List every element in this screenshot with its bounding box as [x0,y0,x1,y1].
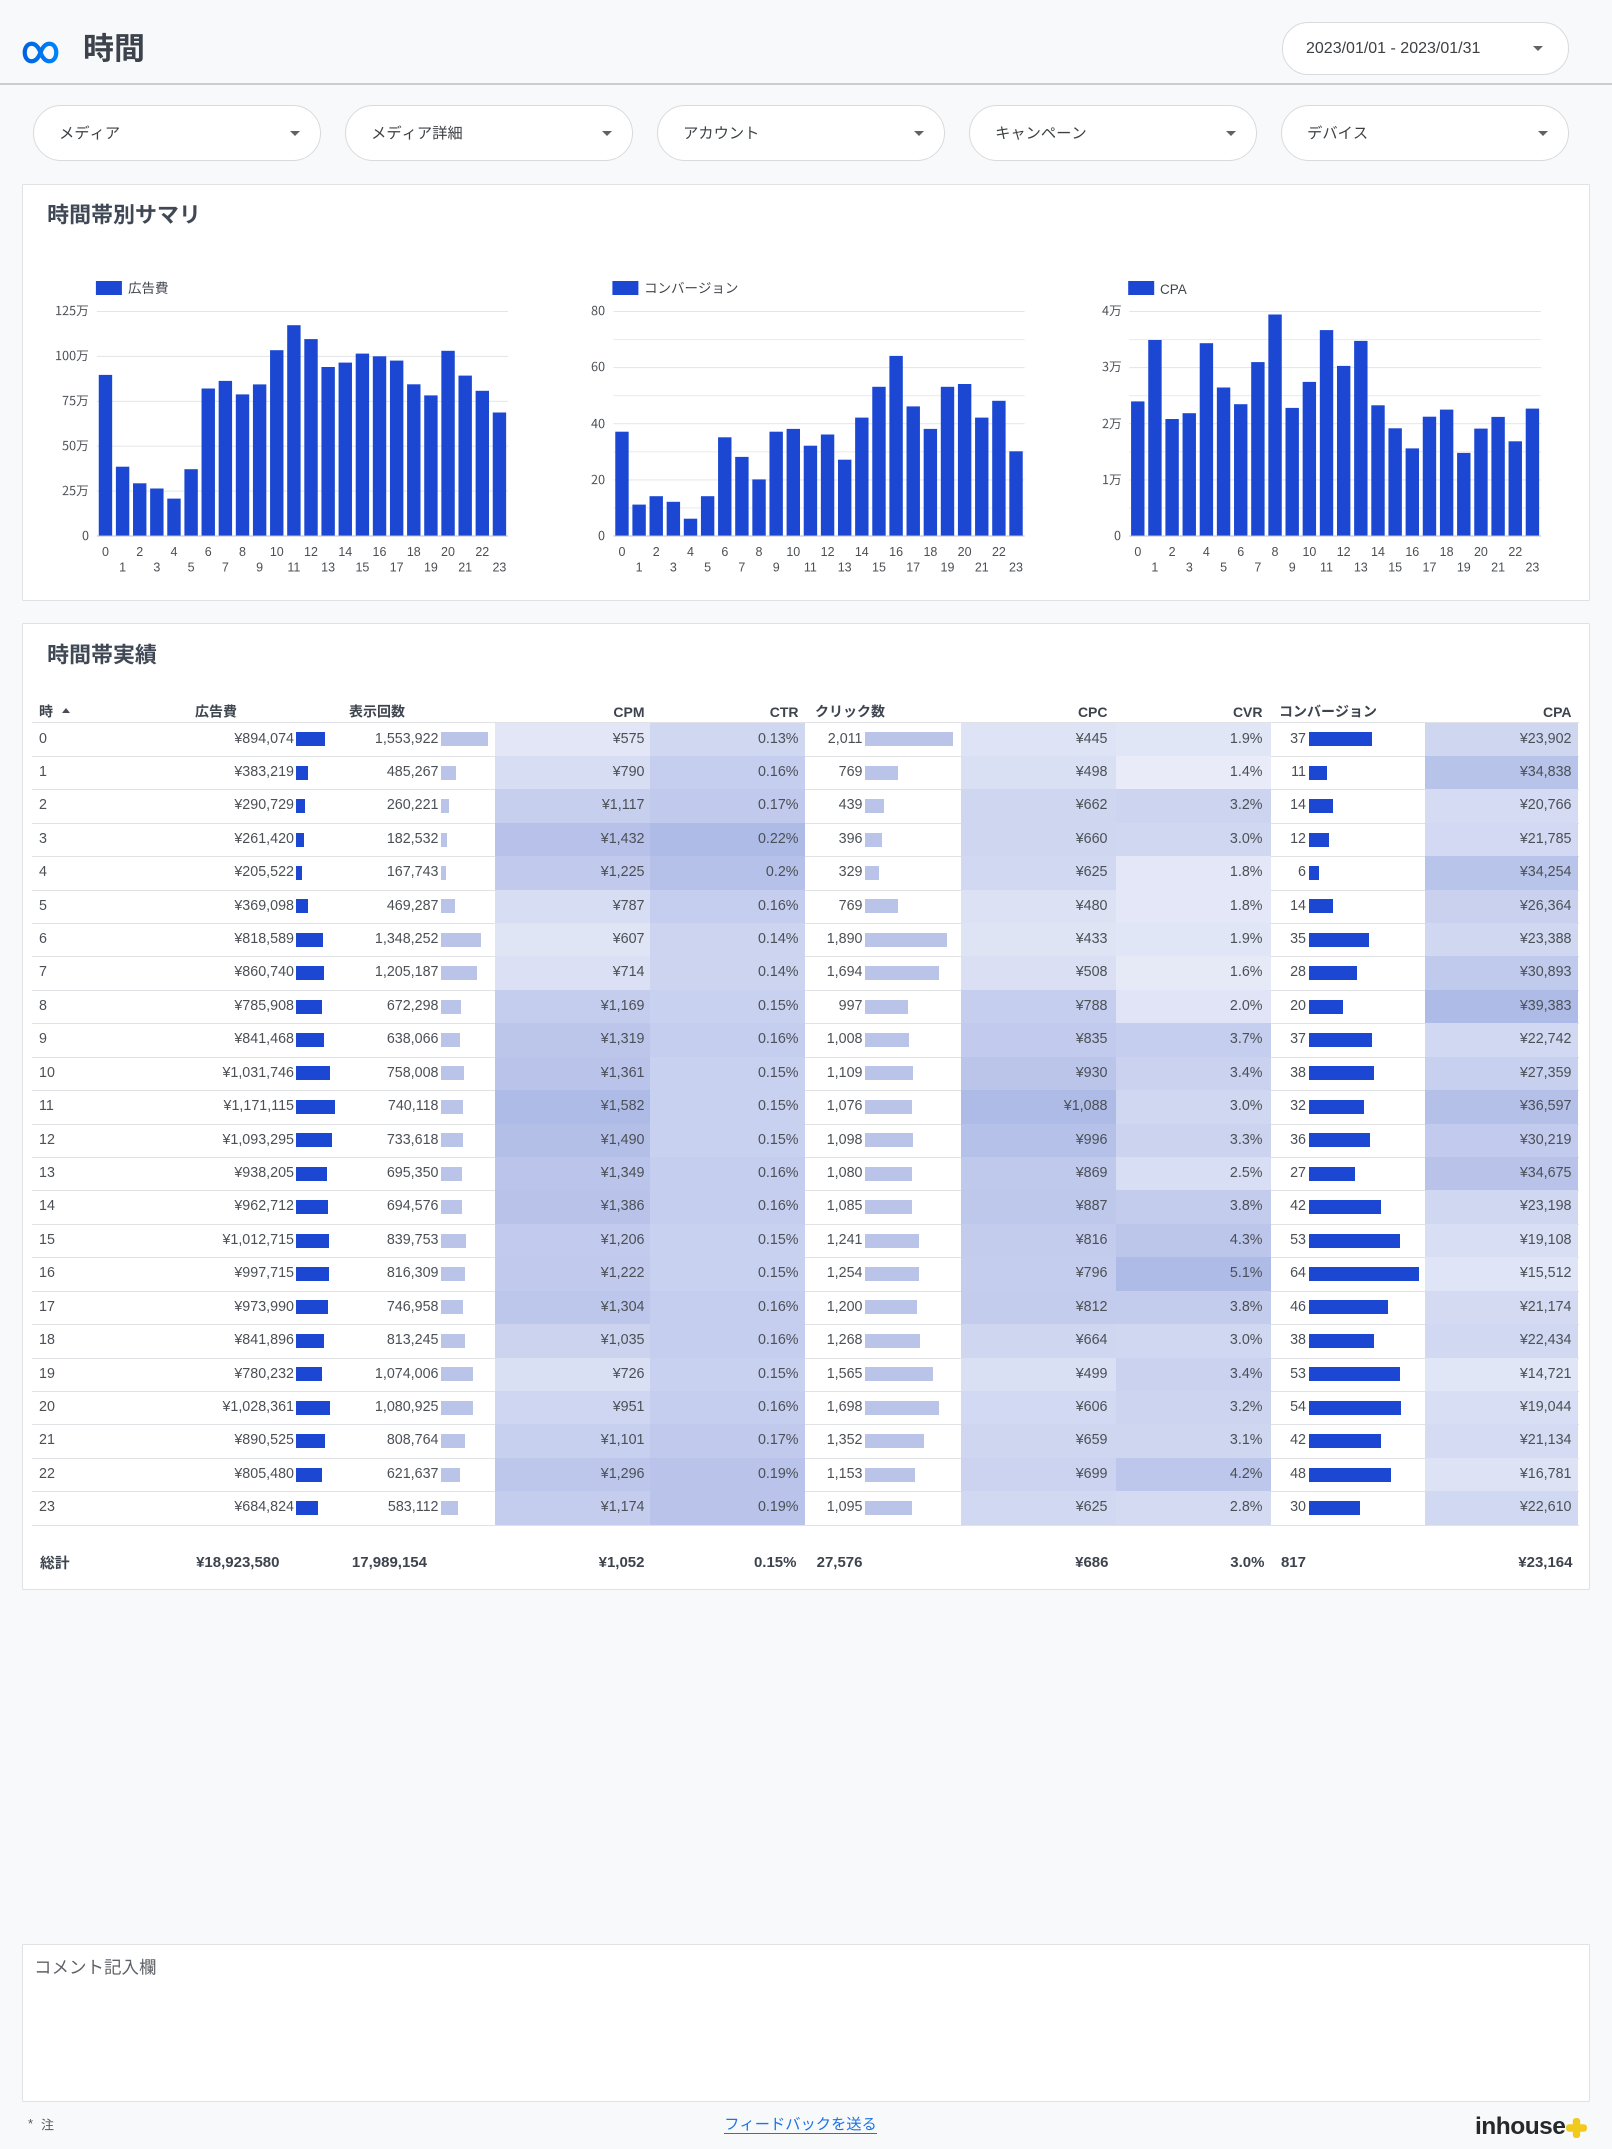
svg-text:5: 5 [188,561,195,575]
svg-text:8: 8 [756,545,763,559]
svg-text:21: 21 [1491,561,1505,575]
svg-text:9: 9 [1289,561,1296,575]
svg-text:12: 12 [821,545,835,559]
svg-text:14: 14 [338,545,352,559]
svg-text:19: 19 [1457,561,1471,575]
svg-text:1: 1 [1151,561,1158,575]
svg-text:3: 3 [153,561,160,575]
svg-text:23: 23 [1009,561,1023,575]
svg-text:8: 8 [1272,545,1279,559]
svg-text:7: 7 [1254,561,1261,575]
svg-text:3: 3 [1186,561,1193,575]
svg-text:22: 22 [475,545,489,559]
svg-text:21: 21 [458,561,472,575]
svg-text:16: 16 [1405,545,1419,559]
svg-text:4: 4 [171,545,178,559]
svg-text:20: 20 [958,545,972,559]
svg-text:6: 6 [1237,545,1244,559]
svg-text:0: 0 [619,545,626,559]
svg-text:18: 18 [1440,545,1454,559]
svg-text:19: 19 [941,561,955,575]
svg-text:4: 4 [687,545,694,559]
svg-text:15: 15 [1388,561,1402,575]
svg-text:12: 12 [304,545,318,559]
svg-text:4: 4 [1203,545,1210,559]
svg-text:20: 20 [441,545,455,559]
svg-text:17: 17 [906,561,920,575]
svg-text:5: 5 [1220,561,1227,575]
svg-text:9: 9 [773,561,780,575]
svg-text:14: 14 [1371,545,1385,559]
svg-text:19: 19 [424,561,438,575]
svg-text:21: 21 [975,561,989,575]
svg-text:11: 11 [804,561,817,575]
svg-text:0: 0 [1134,545,1141,559]
svg-text:20: 20 [1474,545,1488,559]
svg-text:1: 1 [636,561,643,575]
svg-text:18: 18 [923,545,937,559]
svg-text:16: 16 [889,545,903,559]
svg-text:3: 3 [670,561,677,575]
svg-text:15: 15 [355,561,369,575]
svg-text:16: 16 [373,545,387,559]
svg-text:17: 17 [390,561,404,575]
svg-text:5: 5 [704,561,711,575]
svg-text:22: 22 [992,545,1006,559]
svg-text:23: 23 [492,561,506,575]
svg-text:0: 0 [102,545,109,559]
svg-text:18: 18 [407,545,421,559]
svg-text:9: 9 [256,561,263,575]
svg-text:10: 10 [270,545,284,559]
svg-text:13: 13 [838,561,852,575]
svg-text:13: 13 [1354,561,1368,575]
svg-text:2: 2 [653,545,660,559]
svg-text:14: 14 [855,545,869,559]
svg-text:6: 6 [721,545,728,559]
svg-text:17: 17 [1423,561,1437,575]
svg-text:10: 10 [786,545,800,559]
svg-text:15: 15 [872,561,886,575]
svg-text:2: 2 [1169,545,1176,559]
svg-text:13: 13 [321,561,335,575]
svg-text:2: 2 [136,545,143,559]
svg-text:22: 22 [1508,545,1522,559]
svg-text:11: 11 [287,561,300,575]
svg-text:6: 6 [205,545,212,559]
svg-text:7: 7 [738,561,745,575]
svg-text:23: 23 [1525,561,1539,575]
svg-text:11: 11 [1320,561,1333,575]
svg-text:8: 8 [239,545,246,559]
svg-text:10: 10 [1302,545,1316,559]
svg-text:1: 1 [119,561,126,575]
svg-text:12: 12 [1337,545,1351,559]
svg-text:7: 7 [222,561,229,575]
